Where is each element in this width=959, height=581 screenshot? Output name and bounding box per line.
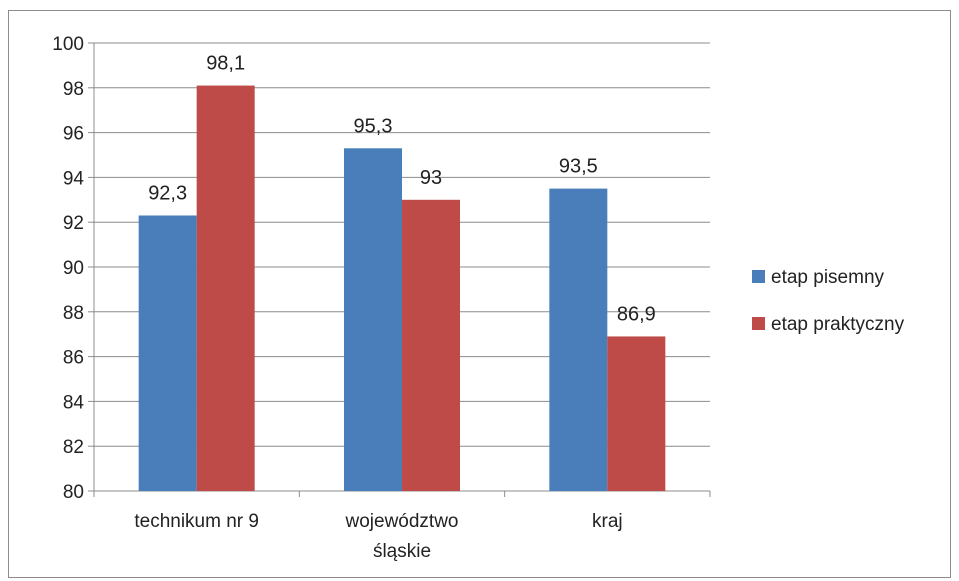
legend-label: etap praktyczny — [771, 314, 905, 335]
y-tick-label: 84 — [63, 392, 85, 413]
data-label: 98,1 — [206, 53, 245, 75]
bar — [607, 336, 666, 491]
data-label: 92,3 — [148, 182, 187, 204]
bar — [549, 188, 608, 491]
legend-label: etap pisemny — [771, 267, 885, 288]
y-tick-label: 96 — [63, 124, 84, 145]
y-tick-label: 82 — [63, 437, 84, 458]
bar — [344, 148, 402, 491]
y-tick-label: 80 — [63, 482, 84, 503]
data-label: 86,9 — [617, 303, 656, 325]
y-tick-label: 86 — [63, 348, 84, 369]
x-tick-label: technikum nr 9 — [134, 511, 259, 532]
bar — [402, 199, 460, 492]
data-label: 95,3 — [354, 115, 393, 137]
y-tick-label: 94 — [63, 168, 85, 189]
y-tick-label: 88 — [63, 303, 84, 324]
x-tick-label: województwo śląskie — [345, 511, 459, 562]
legend-swatch — [752, 317, 765, 330]
y-tick-label: 98 — [63, 79, 84, 100]
x-tick-label: kraj — [592, 511, 623, 532]
bar — [138, 215, 197, 492]
y-tick-label: 100 — [52, 34, 84, 55]
bar — [196, 85, 255, 491]
y-tick-label: 90 — [63, 258, 84, 279]
legend-swatch — [752, 270, 765, 283]
data-label: 93,5 — [559, 156, 598, 178]
data-label: 93 — [420, 167, 442, 189]
y-tick-label: 92 — [63, 213, 84, 234]
